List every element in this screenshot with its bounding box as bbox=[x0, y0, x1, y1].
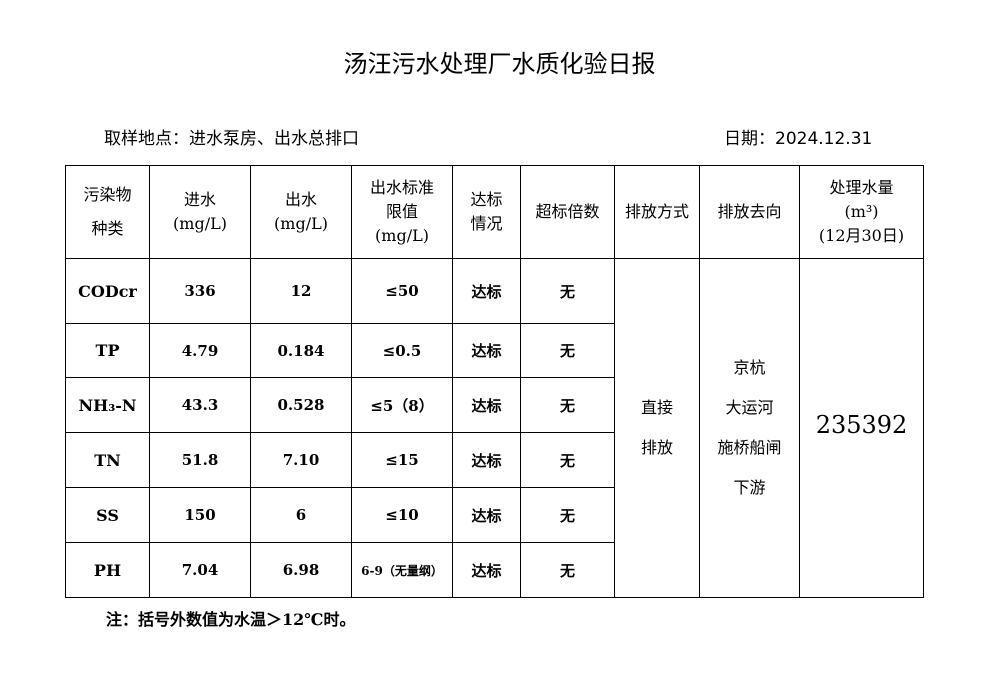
table-row: CODcr 336 12 ≤50 达标无直接 排放 京杭 大运河 施桥船闸 下游 23539… bbox=[65, 258, 924, 598]
status-value: 达标 bbox=[452, 377, 521, 433]
inflow-value: 7.04 bbox=[149, 542, 251, 598]
pollutant-name: TN bbox=[65, 432, 150, 488]
limit-value: 6-9（无量纲） bbox=[351, 542, 453, 598]
header-volume: 处理水量 (m³) (12月30日) bbox=[799, 165, 924, 259]
pollutant-name: SS bbox=[65, 487, 150, 543]
table-row: SS 150 6 ≤10 达标无 bbox=[65, 487, 924, 543]
header-discharge-method: 排放方式 bbox=[614, 165, 700, 259]
limit-value: ≤15 bbox=[351, 432, 453, 488]
pollutant-name: NH₃-N bbox=[65, 377, 150, 433]
header-exceed: 超标倍数 bbox=[520, 165, 615, 259]
exceed-value: 无 bbox=[520, 542, 615, 598]
exceed-value: 无 bbox=[520, 323, 615, 378]
footnote: 注：括号外数值为水温＞12℃时。 bbox=[106, 610, 356, 629]
report-title: 汤汪污水处理厂水质化验日报 bbox=[343, 50, 656, 78]
pollutant-name: CODcr bbox=[65, 258, 150, 324]
outflow-value: 12 bbox=[250, 258, 352, 324]
outflow-value: 0.184 bbox=[250, 323, 352, 378]
exceed-value: 无 bbox=[520, 377, 615, 433]
header-limit: 出水标准 限值 (mg/L) bbox=[351, 165, 453, 259]
header-row: 污染物 种类 进水 (mg/L) 出水 (mg/L) 出水标准 限值 (mg/L… bbox=[65, 165, 924, 259]
inflow-value: 51.8 bbox=[149, 432, 251, 488]
header-pollutant: 污染物 种类 bbox=[65, 165, 150, 259]
exceed-value: 无 bbox=[520, 258, 615, 324]
header-status: 达标 情况 bbox=[452, 165, 521, 259]
discharge-destination: 京杭 大运河 施桥船闸 下游 bbox=[699, 258, 800, 598]
outflow-value: 7.10 bbox=[250, 432, 352, 488]
status-value: 达标 bbox=[452, 487, 521, 543]
water-quality-table: 污染物 种类 进水 (mg/L) 出水 (mg/L) 出水标准 限值 (mg/L… bbox=[65, 165, 924, 598]
inflow-value: 150 bbox=[149, 487, 251, 543]
outflow-value: 6 bbox=[250, 487, 352, 543]
status-value: 达标 bbox=[452, 432, 521, 488]
outflow-value: 0.528 bbox=[250, 377, 352, 433]
sampling-location: 取样地点：进水泵房、出水总排口 bbox=[104, 129, 359, 149]
status-value: 达标 bbox=[452, 542, 521, 598]
limit-value: ≤50 bbox=[351, 258, 453, 324]
pollutant-name: PH bbox=[65, 542, 150, 598]
table-row: PH 7.04 6.98 6-9（无量纲） 达标无 bbox=[65, 542, 924, 598]
status-value: 达标 bbox=[452, 323, 521, 378]
exceed-value: 无 bbox=[520, 487, 615, 543]
header-inflow: 进水 (mg/L) bbox=[149, 165, 251, 259]
exceed-value: 无 bbox=[520, 432, 615, 488]
limit-value: ≤5（8） bbox=[351, 377, 453, 433]
outflow-value: 6.98 bbox=[250, 542, 352, 598]
inflow-value: 336 bbox=[149, 258, 251, 324]
table-row: TN 51.8 7.10 ≤15 达标无 bbox=[65, 432, 924, 488]
discharge-method: 直接 排放 bbox=[614, 258, 700, 598]
limit-value: ≤10 bbox=[351, 487, 453, 543]
pollutant-name: TP bbox=[65, 323, 150, 378]
table-row: NH₃-N 43.3 0.528 ≤5（8） 达标无 bbox=[65, 377, 924, 433]
treated-volume: 235392 bbox=[799, 258, 924, 598]
inflow-value: 43.3 bbox=[149, 377, 251, 433]
header-discharge-dest: 排放去向 bbox=[699, 165, 800, 259]
inflow-value: 4.79 bbox=[149, 323, 251, 378]
status-value: 达标 bbox=[452, 258, 521, 324]
report-date: 日期：2024.12.31 bbox=[724, 129, 873, 149]
limit-value: ≤0.5 bbox=[351, 323, 453, 378]
header-outflow: 出水 (mg/L) bbox=[250, 165, 352, 259]
table-row: TP 4.79 0.184 ≤0.5 达标无 bbox=[65, 323, 924, 378]
